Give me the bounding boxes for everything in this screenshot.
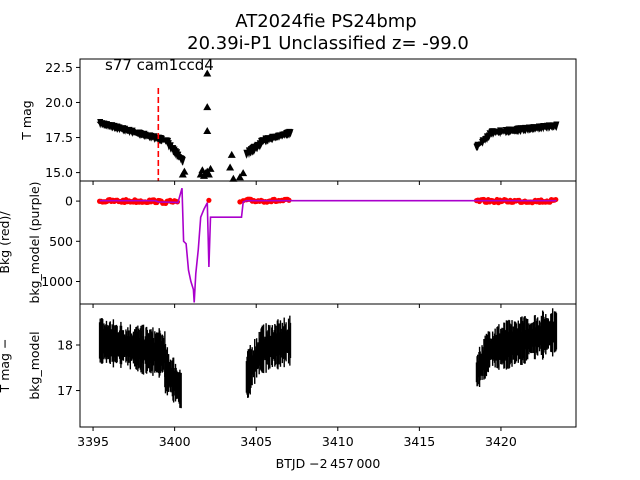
chart-title-line1: AT2024fie PS24bmp — [235, 11, 416, 32]
data-point — [180, 167, 189, 175]
y-tick-label: 17 — [57, 383, 73, 398]
bkg-point — [206, 197, 212, 203]
difference-panel: 17 18 T mag − bkg_model — [0, 303, 577, 431]
y-tick-label: 500 — [49, 234, 73, 249]
data-point — [206, 164, 215, 172]
data-point — [203, 127, 212, 135]
y-axis-label: T mag − — [0, 339, 12, 394]
data-point — [226, 163, 235, 171]
data-point — [227, 150, 236, 158]
x-tick-label: 3410 — [322, 434, 354, 449]
x-tick-label: 3405 — [240, 434, 272, 449]
data-point — [235, 173, 244, 181]
data-point — [287, 129, 294, 138]
y-axis-label: bkg_model (purple) — [27, 181, 42, 303]
y-tick-label: 20.0 — [45, 95, 73, 110]
data-point — [203, 69, 212, 77]
y-tick-label: 17.5 — [45, 130, 73, 145]
data-point — [553, 121, 560, 132]
data-point — [179, 156, 186, 166]
x-tick-label: 3400 — [159, 434, 191, 449]
y-tick-label: 22.5 — [45, 60, 73, 75]
y-tick-label: 18 — [57, 338, 73, 353]
data-point — [239, 169, 248, 177]
y-axis-label: Bkg (red)/ — [0, 211, 12, 274]
background-panel: 0 500 1000 Bkg (red)/ bkg_model (purple) — [0, 180, 577, 308]
data-point — [204, 170, 213, 178]
y-axis-label: bkg_model — [27, 331, 42, 399]
x-tick-label: 3415 — [403, 434, 435, 449]
chart-title-line2: 20.39i-P1 Unclassified z= -99.0 — [187, 33, 469, 54]
x-axis: 3395 3400 3405 3410 3415 3420 — [77, 434, 517, 449]
x-tick-label: 3420 — [485, 434, 517, 449]
x-tick-label: 3395 — [77, 434, 109, 449]
data-point — [203, 103, 212, 111]
panel-frame — [79, 303, 577, 428]
data-point — [229, 174, 238, 182]
y-tick-label: 1000 — [41, 274, 73, 289]
y-tick-label: 15.0 — [45, 165, 73, 180]
sector-camera-annotation: s77 cam1ccd4 — [105, 56, 214, 74]
bkg-model-line — [99, 187, 557, 303]
y-tick-label: 0 — [65, 194, 73, 209]
x-axis-label: BTJD −2 457 000 — [276, 456, 381, 471]
y-axis-label: T mag — [19, 100, 34, 140]
